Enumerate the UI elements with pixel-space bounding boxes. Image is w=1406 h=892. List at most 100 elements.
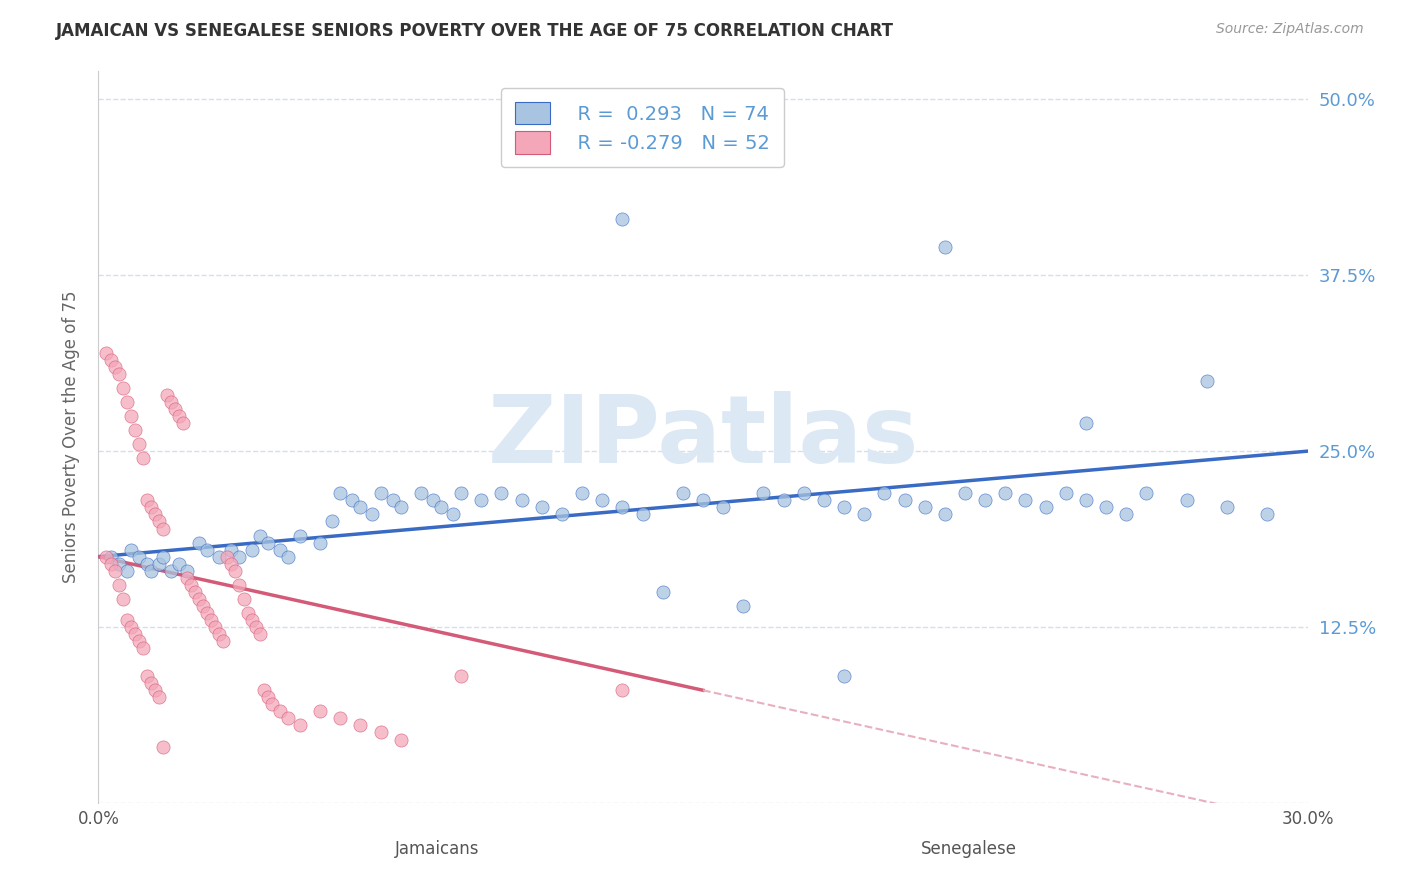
Point	[221, 557, 243, 571]
Point	[832, 500, 855, 515]
Point	[914, 500, 936, 515]
Point	[953, 486, 976, 500]
Point	[139, 564, 162, 578]
Point	[450, 486, 472, 500]
Point	[132, 641, 155, 656]
Point	[1216, 500, 1239, 515]
Point	[510, 493, 533, 508]
Point	[195, 542, 218, 557]
Point	[309, 705, 332, 719]
Point	[381, 493, 404, 508]
Point	[288, 718, 311, 732]
Point	[139, 676, 162, 690]
Point	[277, 711, 299, 725]
Point	[143, 683, 166, 698]
Point	[1195, 374, 1218, 388]
Point	[107, 367, 129, 381]
Point	[1175, 493, 1198, 508]
Point	[135, 557, 157, 571]
Point	[188, 591, 211, 606]
Point	[873, 486, 896, 500]
Point	[111, 381, 134, 395]
Point	[329, 711, 352, 725]
Point	[309, 535, 332, 549]
Point	[100, 557, 122, 571]
Point	[128, 549, 150, 564]
Point	[208, 627, 231, 641]
Point	[249, 528, 271, 542]
Point	[342, 493, 364, 508]
Point	[132, 451, 155, 466]
Point	[370, 725, 392, 739]
Point	[672, 486, 695, 500]
Point	[160, 395, 183, 409]
Point	[188, 535, 211, 549]
Point	[249, 627, 271, 641]
Point	[135, 493, 157, 508]
Point	[853, 508, 876, 522]
Point	[733, 599, 755, 613]
Point	[100, 352, 122, 367]
Point	[111, 591, 134, 606]
Point	[793, 486, 815, 500]
Point	[441, 508, 464, 522]
Point	[100, 549, 122, 564]
Legend:   R =  0.293   N = 74,   R = -0.279   N = 52: R = 0.293 N = 74, R = -0.279 N = 52	[501, 88, 785, 168]
Point	[135, 669, 157, 683]
Point	[236, 606, 259, 620]
Point	[1095, 500, 1118, 515]
Point	[139, 500, 162, 515]
Point	[612, 212, 634, 227]
Point	[212, 634, 235, 648]
Point	[329, 486, 352, 500]
Point	[288, 528, 311, 542]
Point	[752, 486, 775, 500]
Point	[934, 240, 956, 254]
Point	[163, 401, 186, 416]
Point	[167, 557, 190, 571]
Point	[120, 409, 142, 423]
Point	[128, 634, 150, 648]
Text: Senegalese: Senegalese	[921, 840, 1017, 858]
Point	[1256, 508, 1278, 522]
Point	[260, 698, 283, 712]
Point	[1135, 486, 1157, 500]
Point	[994, 486, 1017, 500]
Point	[256, 535, 278, 549]
Point	[893, 493, 915, 508]
Point	[200, 613, 222, 627]
Point	[107, 557, 129, 571]
Point	[167, 409, 190, 423]
Point	[156, 388, 179, 402]
Point	[571, 486, 593, 500]
Point	[128, 437, 150, 451]
Point	[1014, 493, 1036, 508]
Point	[208, 549, 231, 564]
Point	[103, 359, 125, 374]
Point	[349, 718, 371, 732]
Point	[240, 542, 263, 557]
Point	[115, 395, 138, 409]
Point	[228, 549, 250, 564]
Point	[253, 683, 276, 698]
Point	[269, 705, 291, 719]
Point	[204, 620, 226, 634]
Point	[591, 493, 613, 508]
Point	[813, 493, 835, 508]
Point	[160, 564, 183, 578]
Point	[195, 606, 218, 620]
Point	[530, 500, 553, 515]
Point	[389, 500, 412, 515]
Point	[974, 493, 997, 508]
Point	[711, 500, 734, 515]
Text: Jamaicans: Jamaicans	[395, 840, 479, 858]
Point	[107, 578, 129, 592]
Point	[172, 416, 194, 430]
Point	[115, 564, 138, 578]
Point	[470, 493, 492, 508]
Point	[217, 549, 239, 564]
Point	[115, 613, 138, 627]
Point	[651, 584, 673, 599]
Point	[277, 549, 299, 564]
Point	[124, 423, 146, 437]
